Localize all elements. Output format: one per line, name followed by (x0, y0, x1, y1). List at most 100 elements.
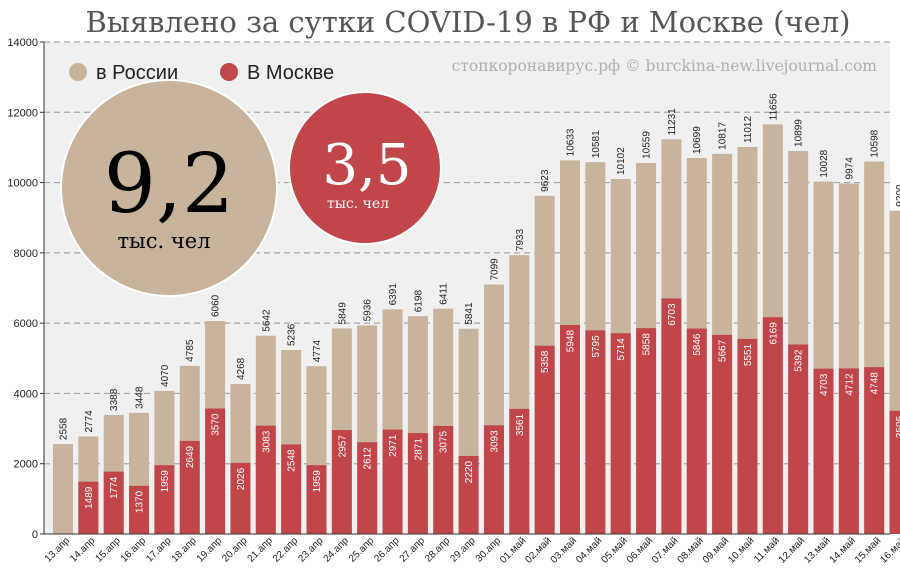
callout-value-russia: 9,2 (104, 137, 234, 232)
bar-label-moscow: 2548 (287, 449, 298, 472)
bar-moscow (509, 408, 530, 534)
bar-label-russia: 5236 (287, 323, 298, 346)
bar-moscow (433, 425, 454, 534)
bar-label-moscow: 6169 (768, 322, 779, 345)
bar-label-moscow: 2649 (185, 445, 196, 468)
bar-moscow (179, 440, 200, 534)
bar-label-moscow: 2612 (363, 447, 374, 470)
bar-label-russia: 10028 (819, 149, 830, 177)
bar-moscow (636, 328, 657, 534)
bar-moscow (78, 481, 99, 534)
y-tick-label: 8000 (14, 248, 38, 260)
legend-marker-moscow (220, 63, 238, 81)
bar-moscow (534, 345, 555, 534)
chart-title: Выявлено за сутки COVID-19 в РФ и Москве… (85, 5, 850, 39)
bar-label-moscow: 1959 (160, 470, 171, 493)
bar-moscow (230, 462, 251, 534)
legend-label-moscow: В Москве (247, 62, 334, 84)
y-tick-label: 2000 (14, 459, 38, 471)
bar-label-russia: 5936 (363, 299, 374, 322)
bar-label-russia: 5642 (261, 309, 272, 332)
y-tick-label: 12000 (7, 107, 38, 119)
bar-moscow (331, 430, 352, 534)
bar-label-russia: 6411 (439, 283, 450, 305)
bar-russia (53, 444, 73, 534)
bar-label-russia: 5841 (464, 302, 475, 325)
bar-moscow (281, 444, 302, 534)
bar-label-russia: 6391 (388, 283, 399, 306)
bar-moscow (357, 442, 378, 534)
y-tick-label: 6000 (14, 318, 38, 330)
bar-label-russia: 4070 (160, 364, 171, 387)
bar-moscow (129, 485, 150, 534)
y-axis: 0 2000 4000 6000 8000 10000 12000 14000 (7, 37, 45, 541)
bar-label-russia: 9623 (540, 169, 551, 192)
bar-moscow (483, 425, 504, 534)
bar-label-moscow: 2971 (388, 434, 399, 457)
bar-moscow (813, 368, 834, 534)
callout-unit-russia: тыс. чел (117, 229, 210, 253)
bar-label-russia: 3388 (109, 388, 120, 411)
bar-moscow (585, 330, 606, 534)
bar-moscow (560, 324, 580, 534)
bar-label-moscow: 5667 (718, 339, 729, 362)
callout-value-moscow: 3,5 (322, 133, 411, 198)
bar-moscow (103, 471, 124, 534)
y-tick-label: 14000 (7, 37, 38, 49)
y-tick-label: 10000 (7, 178, 38, 190)
bar-label-moscow: 5551 (743, 343, 754, 366)
bar-moscow (610, 333, 631, 534)
bar-label-russia: 5849 (337, 302, 348, 325)
bar-label-russia: 2558 (59, 417, 70, 440)
bar-label-moscow: 4712 (844, 373, 855, 396)
bar-russia (889, 210, 900, 534)
callout-circle-russia (60, 79, 278, 297)
bar-label-russia: 6060 (211, 294, 222, 317)
bar-label-moscow: 3083 (261, 430, 272, 453)
bar-label-russia: 10559 (642, 131, 653, 159)
bar-label-moscow: 2871 (413, 438, 424, 461)
bar-label-russia: 3448 (135, 386, 146, 409)
bar-label-moscow: 3075 (439, 431, 450, 454)
bar-moscow (686, 328, 707, 534)
bar-label-moscow: 1489 (84, 486, 95, 509)
bars: 2558 2774 1489 3388 1774 3448 1370 4070 1959 4785… (53, 93, 900, 535)
callout-unit-moscow: тыс. чел (327, 196, 389, 212)
bar-moscow (838, 368, 859, 534)
callout-circle-moscow (288, 91, 442, 245)
bar-moscow (762, 317, 783, 534)
bar-label-moscow: 3570 (211, 413, 222, 436)
bar-moscow (205, 408, 226, 534)
bar-moscow (458, 455, 479, 534)
bar-label-moscow: 5858 (642, 333, 653, 356)
bar-label-russia: 4785 (185, 339, 196, 362)
bar-label-moscow: 5358 (540, 350, 551, 373)
bar-label-russia: 10598 (870, 129, 881, 157)
bar-label-russia: 10817 (718, 122, 729, 150)
bar-label-moscow: 2026 (236, 467, 247, 490)
bar-label-moscow: 5714 (616, 338, 627, 361)
bar-label-moscow: 1959 (312, 470, 323, 493)
bar-label-russia: 11231 (667, 108, 678, 136)
bar-label-moscow: 6703 (667, 303, 678, 326)
callout-russia: 9,2 тыс. чел (60, 79, 278, 297)
bar-label-moscow: 5795 (591, 335, 602, 358)
bar-label-moscow: 4703 (819, 373, 830, 396)
bar-label-russia: 7099 (489, 258, 500, 281)
bar-label-russia: 9200 (895, 184, 900, 207)
bar-moscow (661, 298, 682, 534)
bar-label-moscow: 4748 (870, 372, 881, 395)
bar-label-moscow: 5846 (692, 333, 703, 356)
bar-moscow (712, 334, 733, 534)
bar-label-russia: 6198 (413, 290, 424, 313)
bar-moscow (737, 338, 758, 534)
bar-label-moscow: 5392 (794, 349, 805, 372)
bar-moscow (864, 367, 885, 534)
bar-label-russia: 10699 (692, 126, 703, 154)
bar-moscow (255, 425, 276, 534)
bar-label-russia: 9974 (844, 157, 855, 180)
legend-label-russia: в России (96, 62, 178, 84)
bar-moscow (407, 433, 428, 534)
bar-label-moscow: 1370 (135, 490, 146, 513)
legend: в России В Москве (69, 62, 334, 84)
